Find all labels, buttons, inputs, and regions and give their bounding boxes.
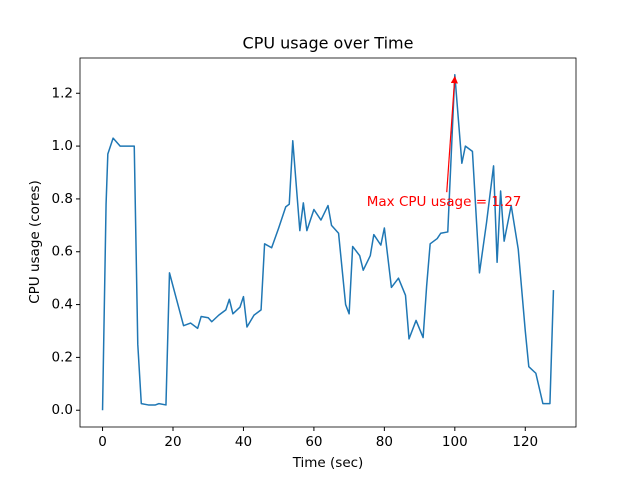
x-tick-label: 20 [164,434,181,450]
plot-frame [79,57,577,428]
x-tick-label: 60 [305,434,322,450]
chart-title: CPU usage over Time [243,34,414,53]
y-axis-label: CPU usage (cores) [27,180,43,304]
x-tick-label: 120 [512,434,538,450]
y-tick-label: 0.2 [52,349,73,365]
annotation-arrow [446,76,458,193]
annotation-text: Max CPU usage = 1.27 [367,194,522,210]
y-tick-label: 1.2 [52,85,73,101]
line [101,74,555,411]
y-tick-label: 1.0 [52,138,73,154]
y-tick-label: 0.4 [52,297,73,313]
x-tick-label: 80 [376,434,393,450]
x-axis-label: Time (sec) [292,455,364,471]
y-tick-label: 0.6 [52,244,73,260]
y-tick-label: 0.8 [52,191,73,207]
x-tick-label: 0 [98,434,107,450]
y-tick-label: 0.0 [52,402,73,418]
x-tick-label: 100 [442,434,468,450]
x-tick-label: 40 [235,434,252,450]
